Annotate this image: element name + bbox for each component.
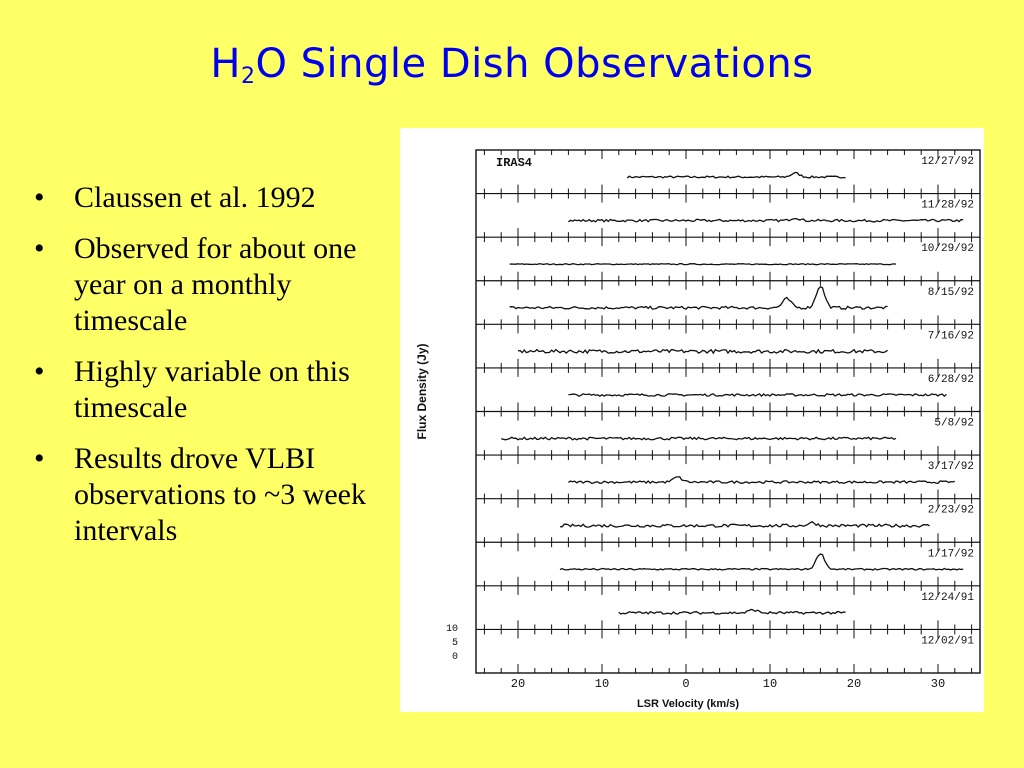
x-tick-label: 0 [682, 677, 689, 691]
bullet-text: Claussen et al. 1992 [74, 181, 316, 214]
spectrum-trace [626, 171, 846, 179]
bullet-dot-icon: • [34, 355, 45, 388]
series-date-label: 8/15/92 [928, 287, 974, 299]
bullet-item: • Observed for about one year on a monthl… [34, 231, 404, 339]
title-rest: O Single Dish Observations [255, 41, 814, 87]
series-date-label: 7/16/92 [928, 330, 974, 342]
spectra-figure: 12/27/92 11/28/92 10/29/92 8/15/92 7/16/92 6/… [400, 128, 984, 712]
spectrum-trace [509, 262, 897, 266]
series-date-label: 2/23/92 [928, 505, 974, 517]
bullet-item: • Claussen et al. 1992 [34, 180, 404, 216]
scale-bar-label: 10 [446, 624, 458, 635]
x-tick-label: 10 [763, 677, 777, 691]
bullet-dot-icon: • [34, 181, 45, 214]
y-axis-label: Flux Density (Jy) [415, 343, 429, 439]
series-date-label: 12/02/91 [921, 635, 974, 647]
series-date-label: 6/28/92 [928, 374, 974, 386]
bullet-dot-icon: • [34, 232, 45, 265]
spectrum-trace [559, 521, 930, 528]
series-date-label: 12/24/91 [921, 592, 974, 604]
spectrum-trace [559, 553, 964, 571]
bullet-item: • Results drove VLBI observations to ~3 w… [34, 441, 404, 549]
spectrum-trace [568, 393, 947, 398]
series-date-label: 3/17/92 [928, 461, 974, 473]
spectrum-trace [618, 608, 846, 615]
bullet-text: Observed for about one year on a monthly… [74, 232, 357, 337]
scale-bar-label: 5 [452, 638, 458, 649]
x-tick-label: 30 [931, 677, 945, 691]
title-subscript: 2 [240, 64, 256, 89]
spectrum-trace [568, 476, 955, 485]
x-tick-label: 10 [595, 677, 609, 691]
source-label: IRAS4 [496, 156, 532, 170]
series-date-label: 1/17/92 [928, 548, 974, 560]
bullet-list: • Claussen et al. 1992 • Observed for abou… [34, 180, 404, 564]
series-date-label: 5/8/92 [934, 418, 974, 430]
x-tick-label: 20 [847, 677, 861, 691]
x-tick-label: 20 [511, 677, 525, 691]
x-axis-label: LSR Velocity (km/s) [637, 698, 739, 710]
spectra-chart: 12/27/92 11/28/92 10/29/92 8/15/92 7/16/92 6/… [415, 149, 981, 710]
series-date-label: 12/27/92 [921, 156, 974, 168]
bullet-text: Highly variable on this timescale [74, 355, 350, 424]
series-date-label: 10/29/92 [921, 243, 974, 255]
series-date-label: 11/28/92 [921, 200, 974, 212]
spectrum-trace [509, 286, 888, 310]
spectrum-trace [517, 348, 888, 355]
spectrum-trace [501, 436, 897, 441]
bullet-text: Results drove VLBI observations to ~3 we… [74, 442, 367, 547]
bullet-dot-icon: • [34, 442, 45, 475]
title-main: H [210, 41, 241, 87]
spectrum-trace [568, 217, 964, 223]
bullet-item: • Highly variable on this timescale [34, 354, 404, 426]
slide-title: H2O Single Dish Observations [0, 38, 1024, 103]
scale-bar-label: 0 [452, 652, 458, 663]
